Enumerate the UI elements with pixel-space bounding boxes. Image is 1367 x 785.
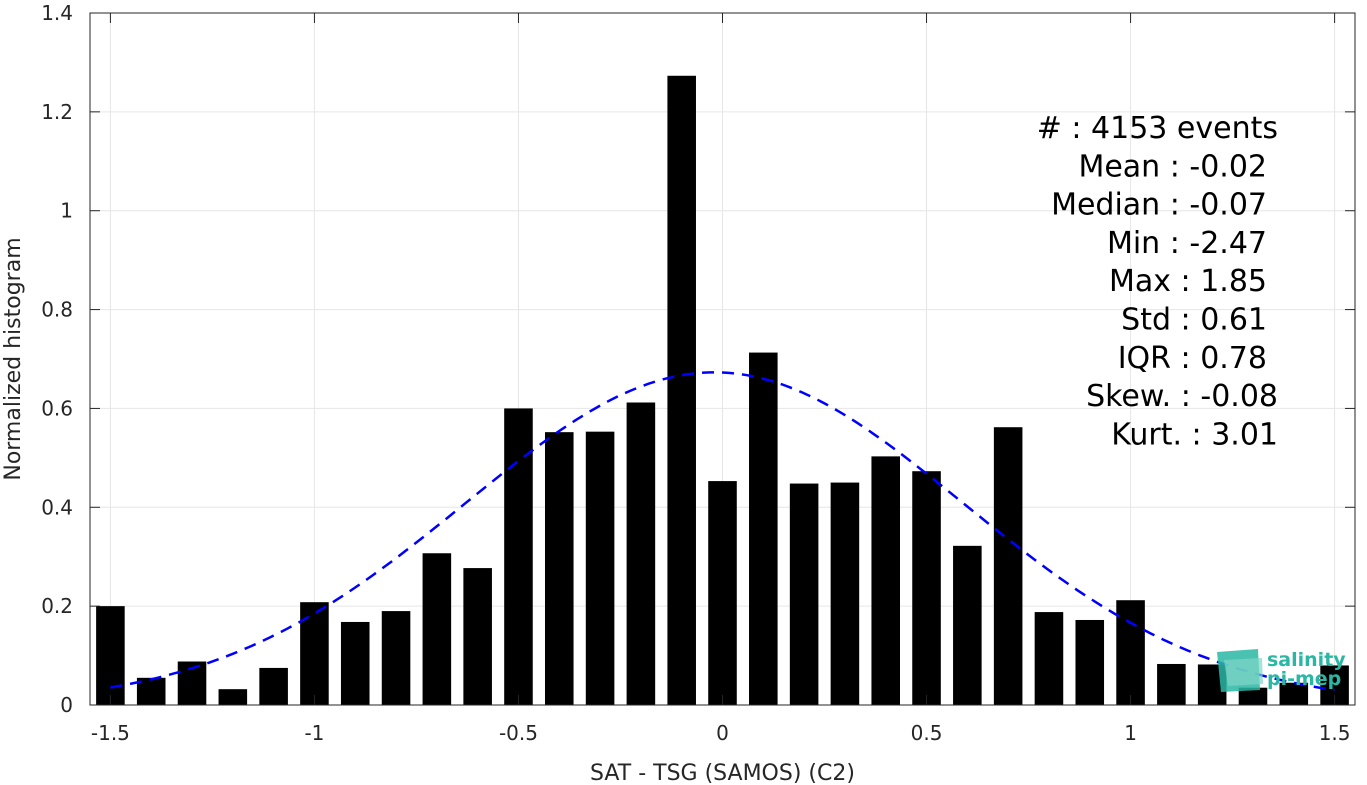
histogram-bar [218,689,248,705]
histogram-bar [912,471,941,705]
grid-lines [90,12,1355,706]
x-tick-label: -1.5 [91,721,130,745]
x-tick-label: 1.5 [1319,721,1351,745]
y-tick-label: 0 [60,693,73,717]
histogram-bar [96,606,125,705]
x-axis-ticks: -1.5 -1 -0.5 0 0.5 1 1.5 [91,13,1351,745]
stat-line: Mean : -0.02 [1078,149,1267,184]
x-tick-label: 1 [1124,721,1137,745]
histogram-bar [626,402,656,705]
histogram-bar [544,432,574,705]
y-tick-label: 0.6 [41,396,73,420]
histogram-bars [96,75,1349,705]
histogram-bar [749,352,778,705]
logo-text-line2: pi-mep [1267,668,1341,690]
logo-text-line1: salinity [1267,649,1346,671]
stat-line: Median : -0.07 [1051,188,1267,223]
stat-line: IQR : 0.78 [1118,341,1267,376]
y-tick-label: 0.2 [41,594,73,618]
histogram-bar [422,553,452,705]
stat-line: Std : 0.61 [1121,303,1267,338]
histogram-bar [1279,682,1309,705]
histogram-bar [993,427,1023,705]
y-axis-ticks: 0 0.2 0.4 0.6 0.8 1 1.2 1.4 [41,1,1355,717]
histogram-bar [953,545,982,705]
histogram-bar [667,75,696,705]
histogram-bar [1116,600,1145,705]
y-tick-label: 0.4 [41,495,73,519]
stat-line: Kurt. : 3.01 [1111,417,1278,452]
y-tick-label: 1 [60,199,73,223]
y-axis-label: Normalized histogram [1,237,26,480]
histogram-bar [708,481,737,705]
histogram-bar [259,667,288,705]
x-tick-label: 0 [716,721,729,745]
x-tick-label: -0.5 [499,721,538,745]
histogram-bar [504,408,533,705]
histogram-bar [1034,612,1064,705]
y-tick-label: 0.8 [41,298,73,322]
histogram-bar [871,456,901,705]
stat-line: Max : 1.85 [1109,264,1267,299]
histogram-bar [1157,663,1186,705]
histogram-bar [340,621,370,705]
stat-line: Min : -2.47 [1107,226,1267,261]
histogram-bar [789,483,819,705]
histogram-bar [585,431,615,705]
y-tick-label: 1.4 [41,1,73,25]
histogram-bar [463,568,492,705]
stat-line: Skew. : -0.08 [1086,379,1278,414]
salinity-pi-mep-logo: salinity pi-mep [1217,649,1346,692]
histogram-bar [1075,619,1105,705]
normal-fit-curve [110,371,1335,692]
y-tick-label: 1.2 [41,100,73,124]
x-tick-label: 0.5 [911,721,943,745]
histogram-bar [830,482,860,705]
logo-mark-icon [1217,649,1263,692]
stat-line: # : 4153 events [1037,111,1278,146]
histogram-bar [381,611,411,705]
histogram-bar [300,602,329,705]
x-tick-label: -1 [304,721,324,745]
x-axis-label: SAT - TSG (SAMOS) (C2) [590,761,855,785]
histogram-bar [1238,687,1268,705]
